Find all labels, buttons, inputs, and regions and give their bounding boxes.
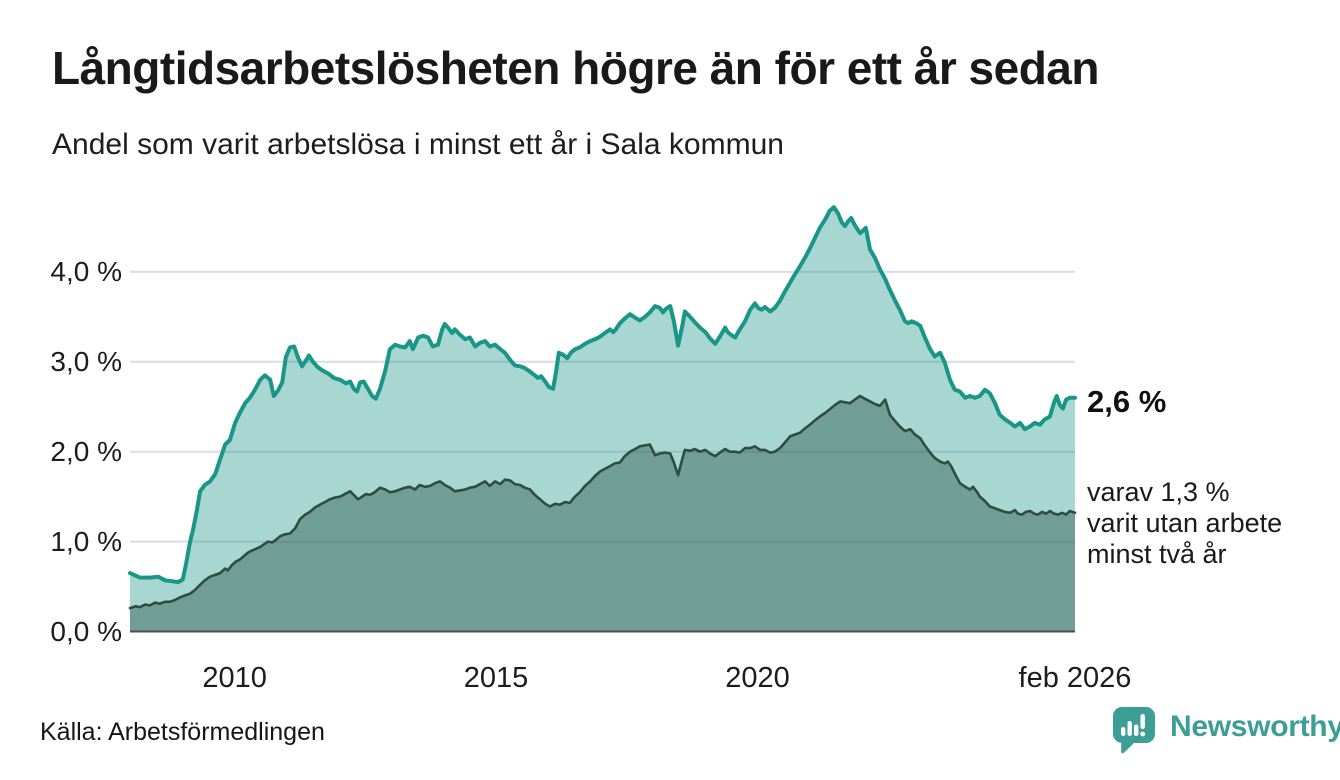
newsworthy-wordmark: Newsworthy [1170, 710, 1340, 743]
area-minst-ett-ar [130, 207, 1075, 632]
breakdown-annotation: varav 1,3 % varit utan arbete minst två … [1087, 477, 1283, 569]
y-tick-label: 0,0 % [50, 615, 122, 647]
page-title: Långtidsarbetslösheten högre än för ett … [52, 42, 1099, 94]
area-minst-tva-ar [130, 396, 1075, 632]
source-note: Källa: Arbetsförmedlingen [40, 718, 325, 746]
y-tick-label: 3,0 % [50, 345, 122, 377]
line-minst-tva-ar [128, 394, 1077, 610]
x-tick-label: 2010 [202, 662, 267, 694]
page-subtitle: Andel som varit arbetslösa i minst ett å… [52, 128, 784, 161]
x-tick-label: 2020 [725, 662, 790, 694]
y-tick-label: 4,0 % [50, 255, 122, 287]
y-tick-label: 1,0 % [50, 525, 122, 557]
line-minst-ett-ar [128, 205, 1077, 585]
latest-value-label: 2,6 % [1087, 384, 1167, 419]
newsworthy-logo: Newsworthy [1112, 706, 1340, 756]
x-tick-label: feb 2026 [1018, 662, 1132, 694]
y-tick-label: 2,0 % [50, 435, 122, 467]
newsworthy-logo-icon [1113, 707, 1155, 754]
x-tick-label: 2015 [463, 662, 529, 694]
